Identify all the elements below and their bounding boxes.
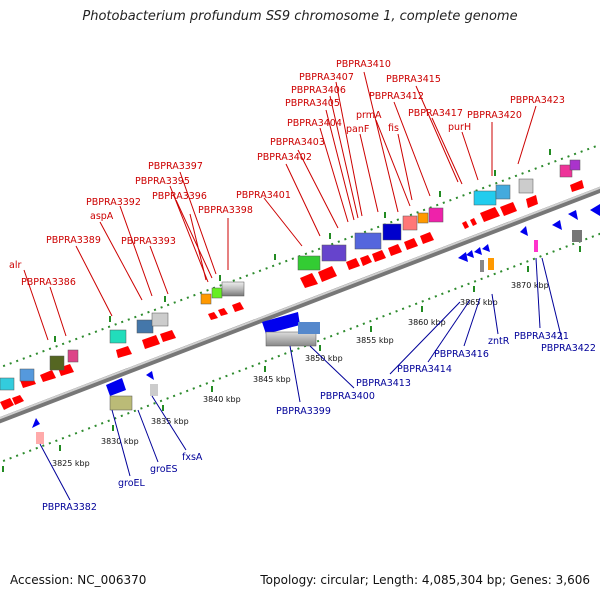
gene-label: PBPRA3403 <box>270 137 325 148</box>
kbp-label: 3845 kbp <box>253 375 291 384</box>
gene-label: PBPRA3398 <box>198 205 253 216</box>
gene-label: alr <box>9 260 21 271</box>
forward-leaders <box>23 71 537 341</box>
gene-label: prmA <box>356 110 382 121</box>
gene-label: PBPRA3400 <box>320 391 375 402</box>
gene-label: PBPRA3415 <box>386 74 441 85</box>
reverse-genes <box>32 204 600 444</box>
gene-label: PBPRA3401 <box>236 190 291 201</box>
kbp-label: 3855 kbp <box>356 336 394 345</box>
gene-label: PBPRA3410 <box>336 59 391 70</box>
genome-axis <box>0 186 600 424</box>
kbp-label: 3860 kbp <box>408 318 446 327</box>
gene-label: PBPRA3404 <box>287 118 342 129</box>
gene-label: zntR <box>488 336 510 347</box>
gene-label: PBPRA3392 <box>86 197 141 208</box>
gene-label: PBPRA3420 <box>467 110 522 121</box>
gene-label: PBPRA3386 <box>21 277 76 288</box>
gene-label: PBPRA3421 <box>514 331 569 342</box>
gene-label: panF <box>346 124 369 135</box>
gene-label: PBPRA3417 <box>408 108 463 119</box>
gene-label: groEL <box>118 478 146 489</box>
kbp-label: 3835 kbp <box>151 417 189 426</box>
kbp-label: 3870 kbp <box>511 281 549 290</box>
gene-label: PBPRA3416 <box>434 349 489 360</box>
gene-label: PBPRA3412 <box>369 91 424 102</box>
gene-label: aspA <box>90 211 114 222</box>
gene-label: PBPRA3414 <box>397 364 452 375</box>
gene-label: PBPRA3402 <box>257 152 312 163</box>
gene-label: PBPRA3393 <box>121 236 176 247</box>
kbp-label: 3825 kbp <box>52 459 90 468</box>
kbp-label: 3840 kbp <box>203 395 241 404</box>
accession-text: Accession: NC_006370 <box>10 573 147 587</box>
genome-title: Photobacterium profundum SS9 chromosome … <box>82 9 518 24</box>
genome-summary-text: Topology: circular; Length: 4,085,304 bp… <box>260 573 590 587</box>
gene-label: PBPRA3405 <box>285 98 340 109</box>
gene-label: PBPRA3399 <box>276 406 331 417</box>
gene-label: PBPRA3407 <box>299 72 354 83</box>
reverse-leaders <box>39 257 563 501</box>
gene-label: PBPRA3397 <box>148 161 203 172</box>
gene-label: PBPRA3382 <box>42 502 97 513</box>
gene-label: purH <box>448 122 471 133</box>
gene-label: PBPRA3422 <box>541 343 596 354</box>
gene-label: PBPRA3413 <box>356 378 411 389</box>
gene-label: PBPRA3396 <box>152 191 207 202</box>
gene-label: PBPRA3389 <box>46 235 101 246</box>
kbp-label: 3850 kbp <box>305 354 343 363</box>
gene-label: groES <box>150 464 178 475</box>
reverse-label-group: PBPRA3382 groEL groES fxsA PBPRA3399 PBP… <box>42 331 596 513</box>
gene-label: PBPRA3395 <box>135 176 190 187</box>
gene-label: fxsA <box>182 452 203 463</box>
forward-genes <box>0 180 584 410</box>
kbp-label: 3830 kbp <box>101 437 139 446</box>
forward-gene-boxes <box>0 159 581 391</box>
gene-label: PBPRA3423 <box>510 95 565 106</box>
gene-label: fis <box>388 123 399 134</box>
tick-marks <box>2 149 581 472</box>
forward-label-group: alr PBPRA3386 PBPRA3389 aspA PBPRA3392 P… <box>9 59 565 288</box>
gene-label: PBPRA3406 <box>291 85 346 96</box>
